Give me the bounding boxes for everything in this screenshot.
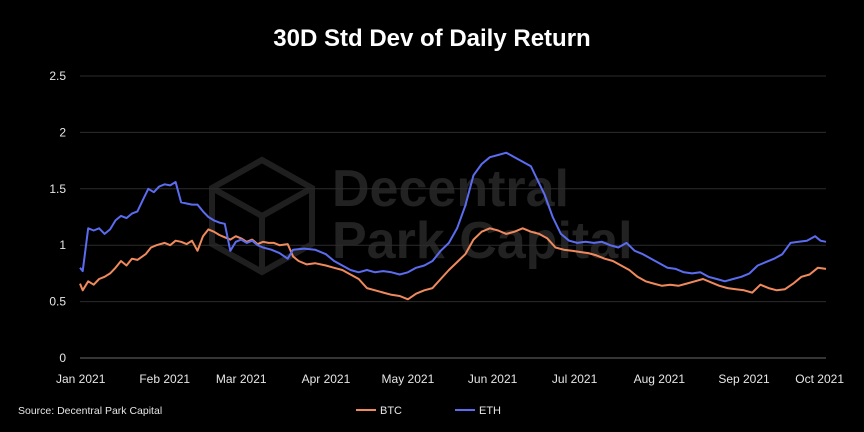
y-tick-label: 1.5 xyxy=(49,182,66,196)
y-tick-label: 0.5 xyxy=(49,295,66,309)
series-line-eth xyxy=(79,151,827,283)
source-note: Source: Decentral Park Capital xyxy=(18,405,162,417)
grid-lines xyxy=(80,75,826,359)
x-tick-label: Sep 2021 xyxy=(718,372,770,386)
series-layer xyxy=(79,151,827,301)
x-tick-label: Jan 2021 xyxy=(56,372,106,386)
series-line-btc xyxy=(79,227,827,301)
x-tick-label: Apr 2021 xyxy=(302,372,351,386)
legend-label-btc: BTC xyxy=(380,405,402,417)
legend-label-eth: ETH xyxy=(479,405,501,417)
x-tick-label: Mar 2021 xyxy=(216,372,267,386)
x-tick-label: Jul 2021 xyxy=(552,372,598,386)
y-tick-label: 0 xyxy=(59,351,66,365)
y-tick-label: 1 xyxy=(59,238,66,252)
chart-title: 30D Std Dev of Daily Return xyxy=(273,25,590,52)
watermark-cube-edge xyxy=(210,185,314,220)
x-tick-label: Aug 2021 xyxy=(634,372,686,386)
y-axis-ticks: 0 0.5 1 1.5 2 2.5 xyxy=(49,69,66,365)
watermark-cube-outline xyxy=(209,156,315,276)
y-tick-label: 2.5 xyxy=(49,69,66,83)
x-tick-label: Feb 2021 xyxy=(139,372,190,386)
x-tick-label: Oct 2021 xyxy=(795,372,844,386)
x-axis-ticks: Jan 2021 Feb 2021 Mar 2021 Apr 2021 May 2021… xyxy=(56,372,844,386)
legend: BTC ETH xyxy=(356,405,501,417)
x-tick-label: May 2021 xyxy=(382,372,435,386)
y-tick-label: 2 xyxy=(59,125,66,139)
x-tick-label: Jun 2021 xyxy=(468,372,518,386)
watermark-text: Park Capital xyxy=(332,212,633,270)
